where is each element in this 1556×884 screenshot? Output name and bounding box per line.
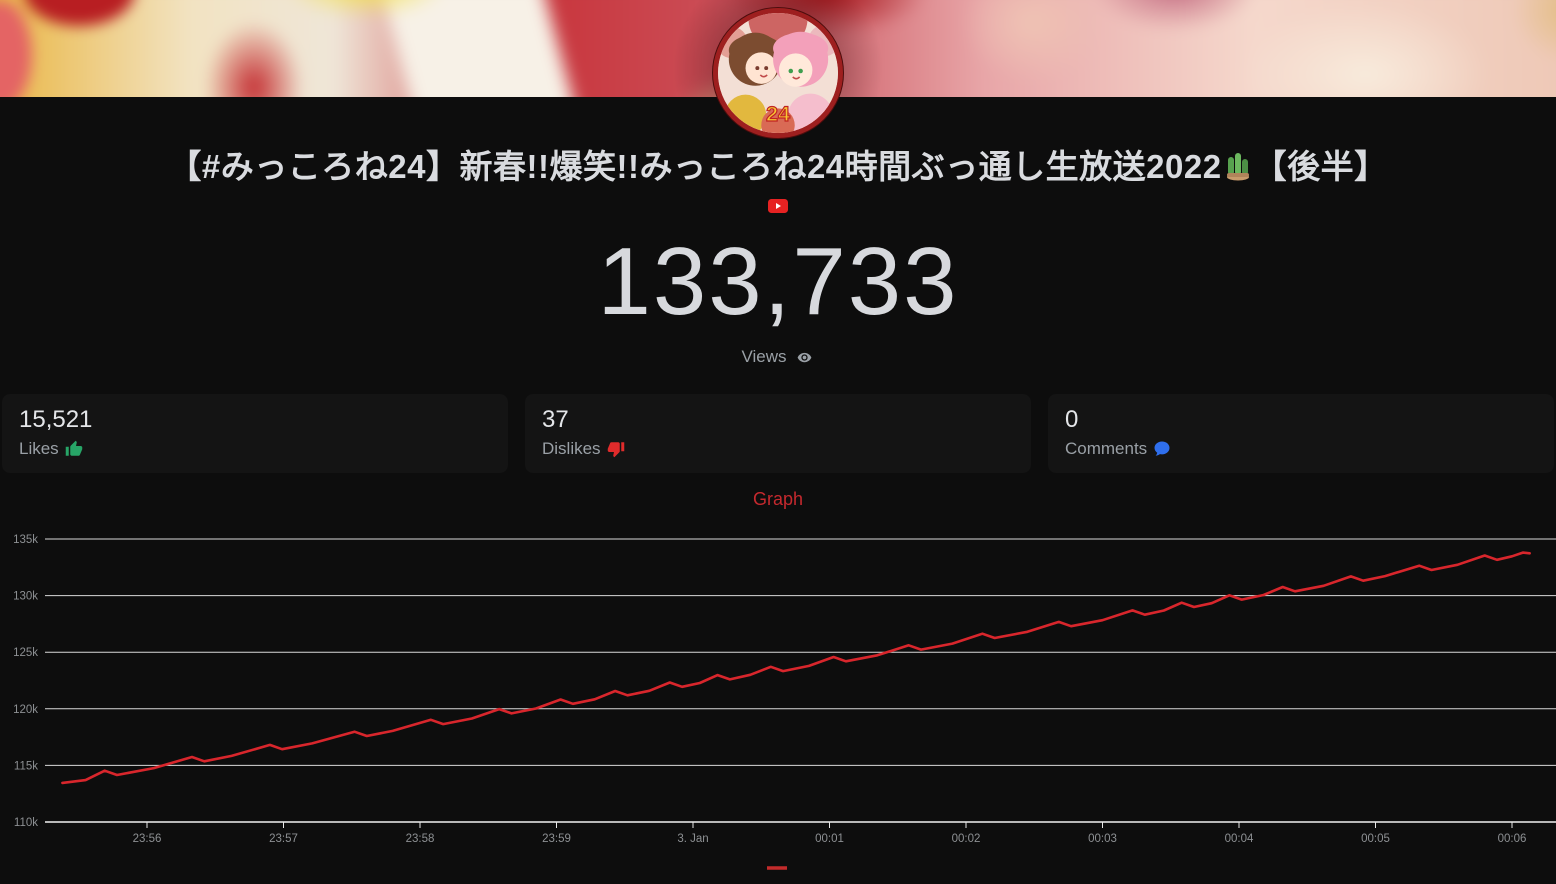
- x-axis-label: 00:04: [1225, 833, 1254, 845]
- x-axis-label: 23:57: [269, 833, 298, 845]
- dislikes-label: Dislikes: [542, 439, 1014, 459]
- video-title: 【#みっころね24】新春!!爆笑!!みっころね24時間ぶっ通し生放送2022 【後…: [16, 147, 1540, 190]
- views-line-chart: 110k 115k 120k 125k 130k 135k 23:56 23:57 23:58 2…: [13, 534, 1556, 870]
- comments-box: 0 Comments: [1048, 394, 1554, 473]
- speech-bubble-icon: [1154, 441, 1170, 456]
- avatar-badge: 24: [766, 101, 790, 126]
- comments-label: Comments: [1065, 439, 1537, 459]
- avatar-illustration: 24: [718, 13, 838, 133]
- x-axis-label: 00:02: [952, 833, 981, 845]
- likes-label-text: Likes: [19, 439, 59, 458]
- graph-section-title: Graph: [752, 489, 804, 509]
- likes-box: 15,521 Likes: [2, 394, 508, 473]
- y-axis-label: 115k: [14, 760, 38, 772]
- x-axis-label: 00:06: [1498, 833, 1527, 845]
- likes-count: 15,521: [19, 406, 93, 433]
- dislikes-label-text: Dislikes: [542, 439, 601, 458]
- comments-label-text: Comments: [1065, 439, 1148, 458]
- stats-row: 15,521 Likes 37 Dislikes 0 Comments: [2, 394, 1554, 473]
- x-axis-label: 23:59: [542, 833, 571, 845]
- y-axis-label: 135k: [13, 534, 38, 546]
- video-title-text-2: 【後半】: [1253, 148, 1388, 185]
- y-axis-label: 130k: [13, 591, 38, 603]
- x-axis-label: 3. Jan: [677, 833, 708, 845]
- x-axis-label: 00:01: [815, 833, 844, 845]
- y-axis-label: 125k: [13, 647, 38, 659]
- video-title-text-1: 【#みっころね24】新春!!爆笑!!みっころね24時間ぶっ通し生放送2022: [168, 148, 1222, 185]
- thumbs-down-icon: [607, 442, 624, 458]
- comments-count: 0: [1065, 406, 1079, 433]
- youtube-icon[interactable]: [768, 199, 788, 213]
- likes-label: Likes: [19, 439, 491, 459]
- kadomatsu-emoji-icon: [1225, 150, 1251, 190]
- dislikes-count: 37: [542, 406, 569, 433]
- x-axis-label: 00:05: [1361, 833, 1390, 845]
- thumbs-up-icon: [65, 440, 82, 456]
- dislikes-box: 37 Dislikes: [525, 394, 1031, 473]
- x-axis-label: 00:03: [1088, 833, 1117, 845]
- views-caption-text: Views: [741, 347, 787, 366]
- eye-icon: [797, 352, 811, 362]
- y-axis-label: 120k: [13, 704, 38, 716]
- live-view-count: 133,733: [597, 228, 959, 335]
- views-series-line: [61, 551, 1531, 785]
- views-caption: Views: [0, 347, 1556, 367]
- x-axis-label: 23:56: [133, 833, 162, 845]
- channel-avatar: 24: [713, 8, 843, 138]
- y-axis-label: 110k: [14, 817, 38, 829]
- x-axis-label: 23:58: [406, 833, 435, 845]
